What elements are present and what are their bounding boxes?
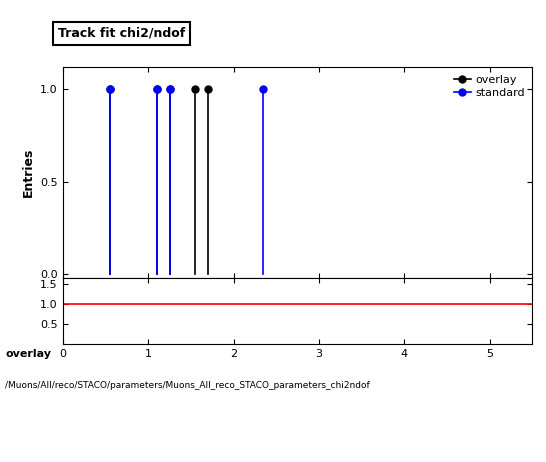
Text: overlay: overlay — [5, 349, 51, 359]
Y-axis label: Entries: Entries — [22, 148, 35, 197]
Legend: overlay, standard: overlay, standard — [452, 73, 527, 100]
Text: /Muons/All/reco/STACO/parameters/Muons_All_reco_STACO_parameters_chi2ndof: /Muons/All/reco/STACO/parameters/Muons_A… — [5, 381, 370, 390]
Text: Track fit chi2/ndof: Track fit chi2/ndof — [58, 26, 185, 40]
